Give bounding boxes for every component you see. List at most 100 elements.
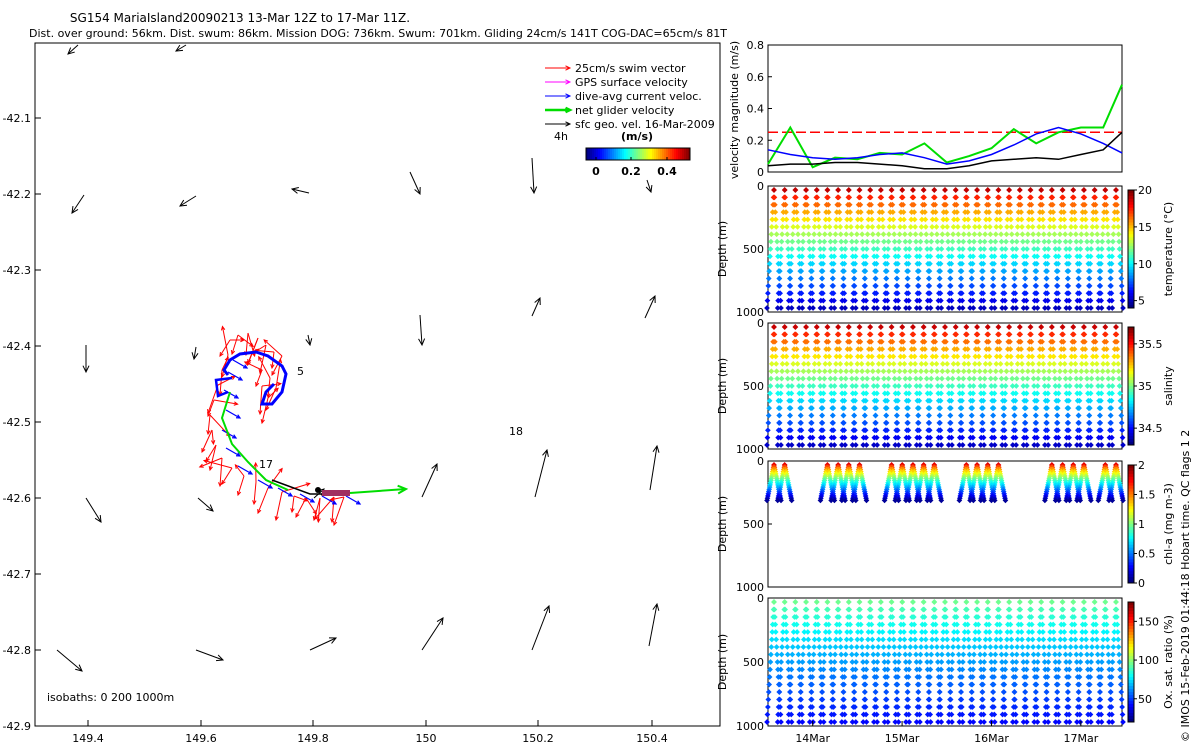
profile-point xyxy=(1031,246,1037,252)
profile-point xyxy=(878,331,885,338)
profile-point xyxy=(765,704,771,710)
profile-point xyxy=(779,231,785,238)
profile-point xyxy=(777,253,784,260)
profile-point xyxy=(841,674,848,680)
profile-point xyxy=(828,434,835,441)
depth-colorbar-cell xyxy=(1128,467,1134,472)
profile-point xyxy=(784,361,790,367)
depth-colorbar-cell xyxy=(1128,544,1134,549)
profile-point xyxy=(991,253,998,260)
map-xtick-label: 149.6 xyxy=(185,732,217,745)
profile-point xyxy=(831,659,838,665)
profile-point xyxy=(869,644,876,650)
profile-point xyxy=(832,238,838,245)
profile-point xyxy=(776,420,782,426)
profile-point xyxy=(804,629,811,635)
profile-point xyxy=(1067,375,1074,382)
profile-point xyxy=(932,621,939,628)
figure-subtitle: Dist. over ground: 56km. Dist. swum: 86k… xyxy=(29,27,727,40)
depth-colorbar-cell xyxy=(1128,350,1134,355)
profile-point xyxy=(968,412,975,419)
profile-point xyxy=(913,375,919,382)
profile-point xyxy=(1056,719,1062,725)
profile-point xyxy=(1093,216,1100,223)
profile-point xyxy=(881,442,888,448)
profile-point xyxy=(933,629,939,635)
profile-point xyxy=(969,674,976,680)
depth-colorbar-cell xyxy=(1128,332,1134,337)
profile-point xyxy=(972,216,979,223)
profile-point xyxy=(993,224,1000,230)
profile-point xyxy=(818,711,824,718)
profile-point xyxy=(837,224,844,230)
profile-point xyxy=(837,629,843,635)
profile-point xyxy=(1074,305,1080,311)
profile-point xyxy=(1025,361,1032,367)
profile-point xyxy=(786,290,793,297)
profile-point xyxy=(979,275,986,282)
profile-point xyxy=(1078,651,1084,658)
profile-point xyxy=(868,346,875,352)
map-ytick-label: -42.3 xyxy=(3,264,31,277)
profile-point xyxy=(774,238,780,245)
profile-point xyxy=(1099,644,1106,650)
profile-point xyxy=(1076,268,1082,274)
profile-point xyxy=(931,606,938,613)
profile-point xyxy=(963,331,970,338)
profile-point xyxy=(806,442,813,448)
profile-point xyxy=(835,187,841,193)
profile-point xyxy=(808,275,815,282)
profile-point xyxy=(982,361,989,367)
profile-point xyxy=(912,231,919,238)
profile-point xyxy=(922,224,929,230)
profile-point xyxy=(1066,719,1073,725)
profile-point xyxy=(797,689,804,695)
profile-point xyxy=(794,216,800,223)
profile-point xyxy=(879,629,886,635)
profile-point xyxy=(1036,353,1043,360)
depth-colorbar-cell xyxy=(1128,701,1134,705)
profile-point xyxy=(867,324,874,330)
profile-point xyxy=(792,606,799,613)
profile-point xyxy=(818,704,825,710)
depth-colorbar-label: chl-a (mg m-3) xyxy=(1162,483,1175,565)
profile-point xyxy=(964,614,971,620)
depth-colorbar-tick-label: 34.5 xyxy=(1138,422,1163,435)
swim-vector xyxy=(210,429,216,446)
profile-point xyxy=(948,390,955,397)
profile-point xyxy=(1096,283,1103,289)
profile-point xyxy=(830,405,837,411)
profile-point xyxy=(1092,194,1098,201)
profile-point xyxy=(830,275,836,282)
depth-colorbar-cell xyxy=(1128,329,1134,334)
profile-point xyxy=(1052,238,1058,245)
profile-point xyxy=(806,659,813,665)
depth-colorbar-cell xyxy=(1128,665,1134,669)
profile-point xyxy=(844,629,850,635)
profile-point xyxy=(778,246,785,252)
profile-point xyxy=(937,268,944,274)
profile-point xyxy=(1060,338,1067,345)
profile-point xyxy=(1096,420,1103,426)
profile-point xyxy=(913,238,919,245)
profile-point xyxy=(934,231,940,238)
profile-point xyxy=(1093,209,1099,215)
profile-point xyxy=(881,659,888,665)
depth-colorbar-cell xyxy=(1128,371,1134,375)
profile-point xyxy=(1062,368,1069,375)
profile-point xyxy=(789,231,796,238)
profile-point xyxy=(1002,253,1009,260)
profile-point xyxy=(926,405,933,411)
profile-point xyxy=(977,497,984,504)
profile-point xyxy=(947,275,954,282)
profile-point xyxy=(1073,659,1080,665)
profile-point xyxy=(827,644,833,650)
profile-point xyxy=(879,209,886,215)
profile-point xyxy=(1055,253,1062,260)
profile-point xyxy=(1042,297,1049,304)
profile-point xyxy=(975,614,981,620)
profile-point xyxy=(968,283,975,289)
swim-vector xyxy=(258,385,263,416)
profile-point xyxy=(784,644,791,650)
profile-point xyxy=(836,201,842,208)
